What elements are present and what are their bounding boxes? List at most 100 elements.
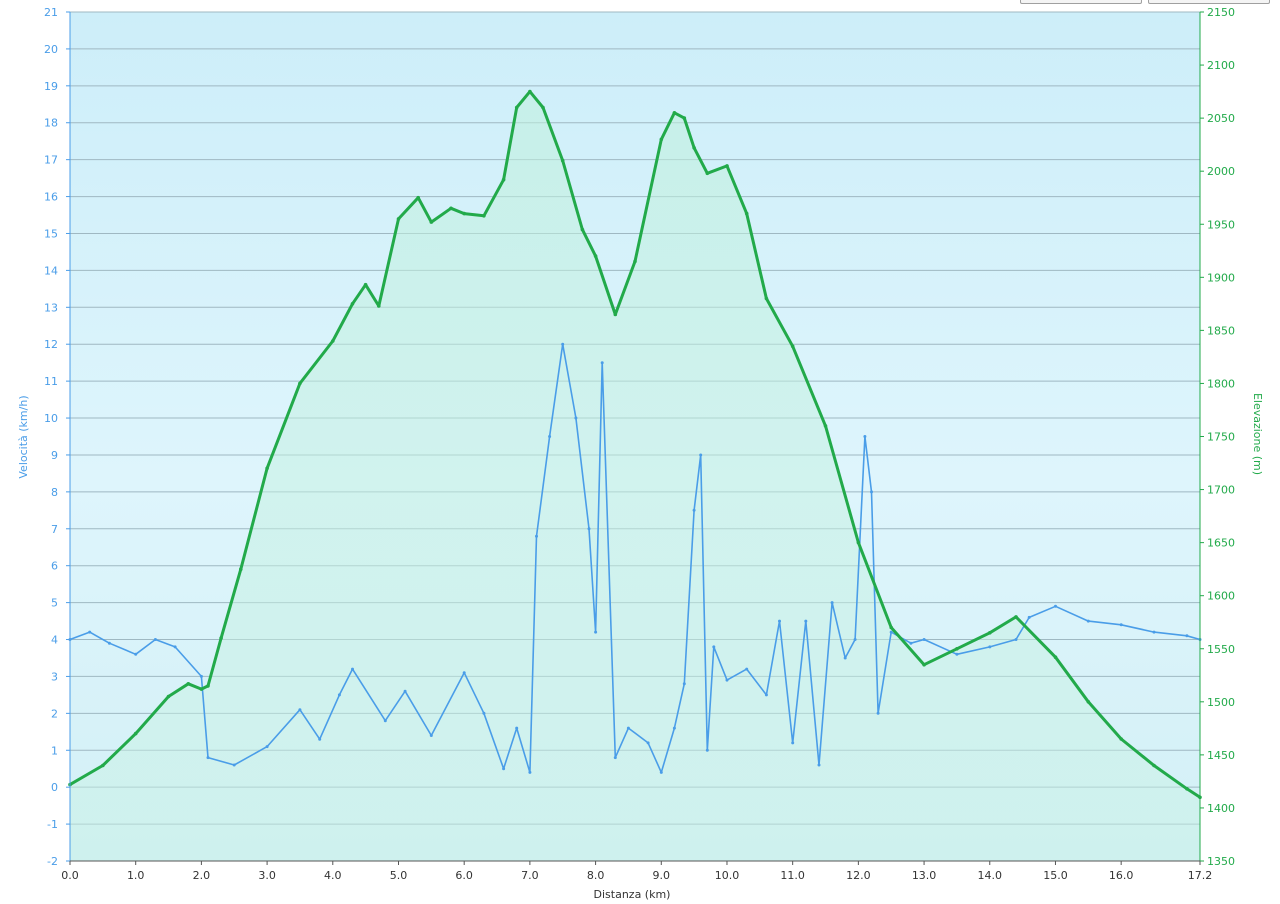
speed-point — [502, 767, 506, 771]
speed-point — [482, 711, 486, 715]
speed-point — [725, 678, 729, 682]
y2-tick-label: 1500 — [1207, 696, 1235, 709]
speed-point — [922, 638, 926, 641]
elevation-point — [672, 111, 677, 115]
speed-series — [68, 342, 1202, 774]
speed-point — [383, 719, 387, 723]
x-tick-label: 11.0 — [780, 869, 805, 882]
toolbar-button[interactable] — [1020, 0, 1142, 4]
x-axis-title: Distanza (km) — [594, 888, 671, 901]
elevation-point — [514, 105, 519, 110]
y-axis-right-title: Elevazione (m) — [1251, 393, 1264, 475]
elevation-point — [206, 684, 210, 688]
speed-point — [206, 756, 210, 760]
speed-point — [672, 726, 676, 730]
elevation-point — [744, 211, 749, 216]
speed-point — [337, 693, 341, 697]
elevation-point — [790, 344, 795, 349]
y-tick-label: -1 — [47, 818, 58, 831]
elevation-point — [133, 731, 138, 736]
speed-point — [1119, 623, 1123, 627]
speed-point — [870, 490, 873, 494]
y2-tick-label: 2150 — [1207, 6, 1235, 19]
elevation-point — [580, 227, 585, 232]
y2-tick-label: 1400 — [1207, 802, 1235, 815]
y-axis-left-title: Velocità (km/h) — [17, 395, 30, 478]
speed-point — [745, 667, 749, 671]
y-tick-label: 0 — [51, 781, 58, 794]
speed-point — [699, 453, 703, 457]
elevation-point — [1152, 763, 1156, 768]
speed-point — [889, 630, 893, 634]
y2-tick-label: 1650 — [1207, 537, 1235, 550]
y-tick-label: 2 — [51, 707, 58, 720]
elevation-line — [69, 90, 1201, 799]
elevation-point — [1014, 615, 1018, 619]
y-tick-label: 9 — [51, 449, 58, 462]
speed-point — [646, 741, 650, 745]
elevation-point — [363, 282, 368, 287]
x-tick-label: 8.0 — [587, 869, 605, 882]
speed-point — [988, 645, 992, 649]
y2-tick-label: 1750 — [1207, 431, 1235, 444]
y2-tick-label: 2000 — [1207, 165, 1235, 178]
elevation-point — [764, 296, 769, 301]
elevation-point — [856, 540, 861, 545]
speed-point — [712, 645, 716, 649]
x-tick-label: 13.0 — [912, 869, 937, 882]
speed-point — [955, 652, 959, 656]
elevation-point — [725, 164, 729, 168]
elevation-point — [1053, 655, 1058, 659]
speed-point — [705, 748, 709, 752]
y-tick-label: 8 — [51, 486, 58, 499]
speed-point — [403, 689, 407, 693]
x-tick-label: 2.0 — [193, 869, 211, 882]
speed-point — [153, 638, 157, 641]
x-tick-label: 6.0 — [455, 869, 473, 882]
y-tick-label: 20 — [44, 43, 58, 56]
y2-tick-label: 1900 — [1207, 271, 1235, 284]
y2-tick-label: 1350 — [1207, 855, 1235, 868]
y2-tick-label: 1600 — [1207, 590, 1235, 603]
speed-point — [528, 770, 532, 774]
elevation-point — [166, 694, 171, 699]
speed-point — [429, 734, 433, 737]
y-tick-label: 15 — [44, 227, 58, 240]
elevation-point — [1185, 787, 1189, 791]
y-tick-label: 21 — [44, 6, 58, 19]
y2-tick-label: 2100 — [1207, 59, 1235, 72]
speed-point — [909, 641, 913, 645]
y-tick-label: 18 — [44, 117, 58, 130]
speed-point — [626, 726, 630, 730]
elevation-point — [377, 304, 381, 308]
x-tick-label: 9.0 — [653, 869, 671, 882]
speed-point — [1086, 619, 1090, 623]
elevation-point — [682, 116, 687, 120]
elevation-point — [692, 146, 696, 150]
speed-point — [199, 674, 203, 678]
toolbar-button[interactable] — [1148, 0, 1270, 4]
y2-tick-label: 1550 — [1207, 643, 1235, 656]
speed-point — [107, 641, 111, 645]
speed-point — [88, 630, 92, 634]
x-tick-label: 4.0 — [324, 869, 342, 882]
elevation-point — [298, 381, 302, 386]
speed-point — [830, 601, 834, 605]
speed-point — [265, 745, 269, 749]
speed-point — [574, 416, 578, 420]
x-tick-label: 1.0 — [127, 869, 145, 882]
x-tick-label: 3.0 — [258, 869, 276, 882]
speed-point — [173, 645, 177, 649]
elevation-point — [186, 682, 191, 686]
speed-point — [1152, 630, 1156, 634]
elevation-point — [528, 89, 532, 94]
speed-point — [515, 726, 519, 730]
y-tick-label: 6 — [51, 560, 58, 573]
speed-point — [232, 763, 236, 767]
elevation-point — [449, 206, 453, 211]
elevation-point — [239, 567, 243, 571]
y-tick-label: 12 — [44, 338, 58, 351]
speed-point — [594, 630, 598, 634]
y-tick-label: 19 — [44, 80, 58, 93]
